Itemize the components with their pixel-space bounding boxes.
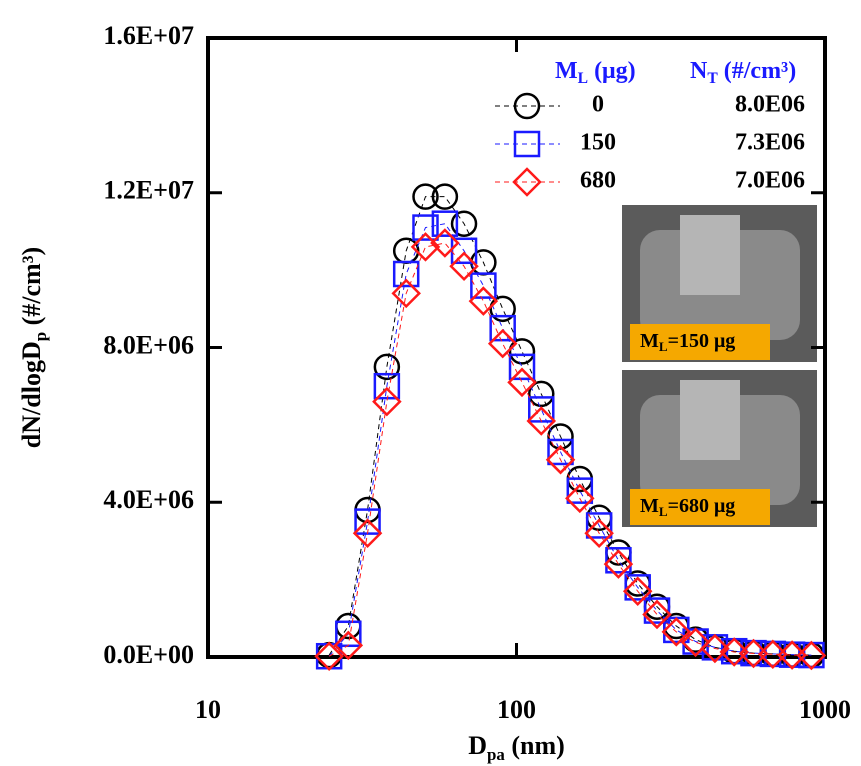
marker <box>584 518 614 548</box>
x-tick-label: 100 <box>497 695 536 724</box>
rich-label: NT (#/cm³) <box>690 58 796 87</box>
label-rest: (μg) <box>588 58 636 84</box>
marker <box>528 380 555 408</box>
rich-label: Dpa (nm) <box>468 731 565 764</box>
marker <box>431 210 459 237</box>
marker <box>622 576 653 606</box>
marker <box>450 237 478 265</box>
marker <box>603 549 634 579</box>
marker <box>777 640 807 670</box>
marker <box>449 251 479 282</box>
marker <box>624 574 651 601</box>
legend-marker <box>513 92 541 120</box>
legend-total: 8.0E06 <box>735 92 805 118</box>
label-main: M <box>640 330 659 352</box>
legend-marker <box>513 130 541 158</box>
label-main: N <box>690 58 708 84</box>
label-main: dN/dlogD <box>17 341 46 448</box>
rich-label: ML=680 μg <box>640 495 735 519</box>
marker <box>487 328 518 359</box>
label-rest: (nm) <box>505 731 565 760</box>
marker <box>430 228 460 258</box>
marker <box>410 232 441 262</box>
label-sub: T <box>707 70 718 87</box>
marker <box>373 372 401 400</box>
marker <box>566 477 594 504</box>
marker <box>412 214 439 241</box>
marker <box>352 518 383 548</box>
rich-label: ML (μg) <box>555 58 636 87</box>
marker <box>661 617 692 647</box>
marker <box>412 183 439 210</box>
label-main: M <box>555 58 578 84</box>
marker <box>391 278 421 309</box>
marker <box>642 599 672 630</box>
y-tick-label: 1.2E+07 <box>103 176 194 205</box>
marker <box>758 639 788 670</box>
marker <box>450 210 478 237</box>
marker <box>392 260 420 288</box>
marker <box>526 406 557 436</box>
x-tick-label: 10 <box>195 695 221 724</box>
label-sub: L <box>578 70 588 87</box>
marker <box>489 295 516 323</box>
series-line <box>328 223 812 657</box>
label-sub: L <box>659 504 668 519</box>
series-line <box>328 242 812 657</box>
legend-name: 680 <box>580 168 616 194</box>
label-rest: (#/cm³) <box>17 247 46 332</box>
legend-name: 0 <box>592 92 604 118</box>
marker <box>680 627 711 658</box>
marker <box>431 183 459 210</box>
marker <box>372 386 402 417</box>
series-line <box>328 196 812 656</box>
marker <box>470 272 497 299</box>
marker <box>796 640 827 671</box>
x-tick-label: 1000 <box>799 695 851 724</box>
marker <box>700 633 730 664</box>
label-rest: =680 μg <box>668 495 736 517</box>
label-rest: (#/cm³) <box>718 58 797 84</box>
label-sub: p <box>31 332 50 341</box>
label-rest: =150 μg <box>668 330 736 352</box>
photo-1 <box>622 205 817 362</box>
rich-label: dN/dlogDp (#/cm³) <box>17 247 50 448</box>
y-tick-label: 1.6E+07 <box>103 21 194 50</box>
y-tick-label: 8.0E+06 <box>103 330 194 359</box>
y-tick-label: 0.0E+00 <box>103 640 194 669</box>
legend-total: 7.3E06 <box>735 130 805 156</box>
marker <box>508 338 536 365</box>
marker <box>605 547 632 574</box>
marker <box>468 286 499 316</box>
label-main: D <box>468 731 487 760</box>
marker <box>547 438 574 466</box>
marker <box>508 353 536 381</box>
label-main: M <box>640 495 659 517</box>
y-tick-label: 4.0E+06 <box>103 485 194 514</box>
marker <box>333 630 364 661</box>
marker <box>373 353 401 381</box>
marker <box>719 637 749 667</box>
marker <box>585 512 613 539</box>
marker <box>545 444 576 475</box>
marker <box>643 597 671 624</box>
marker <box>565 483 595 514</box>
marker <box>738 638 769 669</box>
marker <box>489 314 516 342</box>
legend-marker <box>512 167 542 197</box>
rich-label: ML=150 μg <box>640 330 735 354</box>
photo-2 <box>622 370 817 527</box>
label-sub: L <box>659 339 668 354</box>
legend-name: 150 <box>580 130 616 156</box>
label-sub: pa <box>487 745 505 764</box>
marker <box>507 367 537 398</box>
marker <box>314 641 344 671</box>
legend-total: 7.0E06 <box>735 168 805 194</box>
